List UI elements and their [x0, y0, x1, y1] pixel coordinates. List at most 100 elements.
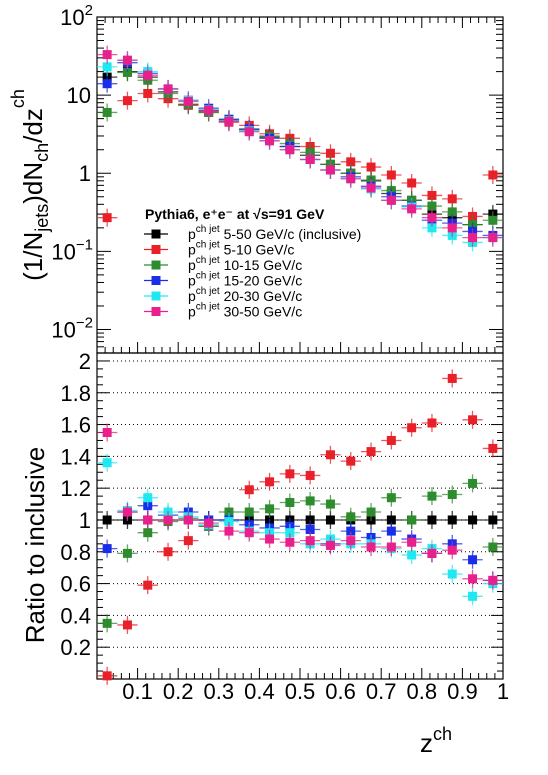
data-point [143, 493, 153, 503]
x-tick-label: 0.3 [204, 679, 235, 704]
data-point [265, 477, 275, 487]
data-point [447, 515, 457, 525]
data-point [265, 136, 275, 146]
data-point [204, 105, 214, 115]
data-point [346, 512, 356, 522]
data-point [447, 545, 457, 555]
x-tick-label: 0.9 [447, 679, 478, 704]
top-panel: 102 10 1 10−1 10−2 [51, 2, 504, 354]
x-tick-label: 1 [497, 679, 509, 704]
data-point [102, 79, 112, 89]
data-point [366, 162, 376, 172]
data-point [183, 515, 193, 525]
data-point [122, 96, 132, 106]
data-point [102, 213, 112, 223]
data-point [325, 515, 335, 525]
plot-frame-bottom [96, 352, 504, 680]
data-point [447, 373, 457, 383]
data-point [488, 575, 498, 585]
data-point [224, 116, 234, 126]
data-point [468, 555, 478, 565]
data-point [407, 537, 417, 547]
data-point [386, 526, 396, 536]
data-point [447, 223, 457, 233]
data-point [366, 542, 376, 552]
y-axis-title-top: (1/Njets)dNch/dzch [8, 89, 52, 281]
y-tick-label-top: 1 [79, 161, 91, 186]
data-point [447, 207, 457, 217]
data-point [325, 540, 335, 550]
legend-entry: pch jet 30-50 GeV/c [188, 302, 302, 320]
data-point [122, 67, 132, 77]
legend-entry: pch jet 15-20 GeV/c [188, 271, 302, 289]
data-point [285, 537, 295, 547]
y-tick-label-bottom: 0.4 [60, 603, 91, 628]
data-point [468, 233, 478, 243]
bottom-series-3 [97, 496, 503, 590]
data-point [204, 518, 214, 528]
y-tick-label-bottom: 1.4 [60, 444, 91, 469]
data-point [407, 204, 417, 214]
bottom-series-5 [97, 423, 503, 590]
data-point [386, 195, 396, 205]
data-point [183, 536, 193, 546]
data-point [285, 497, 295, 507]
y-tick-label-top: 10−2 [51, 314, 93, 342]
data-point [407, 550, 417, 560]
data-point [122, 548, 132, 558]
data-point [285, 145, 295, 155]
data-point [427, 213, 437, 223]
data-point [305, 154, 315, 164]
data-point [468, 574, 478, 584]
data-point [468, 415, 478, 425]
data-point [407, 423, 417, 433]
data-point [488, 215, 498, 225]
data-point [346, 456, 356, 466]
data-point [427, 491, 437, 501]
y-tick-label-top: 10−1 [51, 236, 93, 264]
legend-marker [151, 245, 161, 254]
y-axis-title-bottom: Ratio to inclusive [20, 447, 50, 644]
data-point [285, 528, 295, 538]
data-point [265, 504, 275, 514]
data-point [183, 96, 193, 106]
legend-marker [151, 276, 161, 285]
data-point [427, 223, 437, 233]
data-point [305, 525, 315, 535]
y-tick-label-top: 10 [67, 83, 91, 108]
data-point [143, 528, 153, 538]
data-point [386, 493, 396, 503]
bottom-panel: 0.1 0.2 0.3 0.4 0.5 0.6 0.7 0.8 0.9 1 0.2 0.4 0.6 0.8… [60, 349, 509, 704]
data-point [163, 84, 173, 94]
y-tick-label-bottom: 1.2 [60, 476, 91, 501]
x-tick-label: 0.2 [163, 679, 194, 704]
data-point [346, 174, 356, 184]
x-tick-label: 0.4 [244, 679, 275, 704]
top-series-5 [97, 45, 503, 247]
data-point [386, 435, 396, 445]
y-tick-label-bottom: 0.8 [60, 540, 91, 565]
x-tick-label: 0.7 [366, 679, 397, 704]
data-point [407, 178, 417, 188]
legend-entry: pch jet 5-10 GeV/c [188, 240, 294, 258]
data-point [325, 450, 335, 460]
data-point [468, 591, 478, 601]
data-point [102, 544, 112, 554]
data-point [468, 478, 478, 488]
data-point [325, 499, 335, 509]
data-point [285, 469, 295, 479]
data-point [143, 515, 153, 525]
data-point [305, 515, 315, 525]
data-point [346, 536, 356, 546]
y-tick-label-bottom: 1.6 [60, 413, 91, 438]
data-point [386, 170, 396, 180]
data-point [488, 170, 498, 180]
data-point [102, 107, 112, 117]
data-point [325, 148, 335, 158]
data-point [102, 428, 112, 438]
data-point [305, 536, 315, 546]
data-point [386, 542, 396, 552]
data-point [447, 194, 457, 204]
data-point [366, 507, 376, 517]
